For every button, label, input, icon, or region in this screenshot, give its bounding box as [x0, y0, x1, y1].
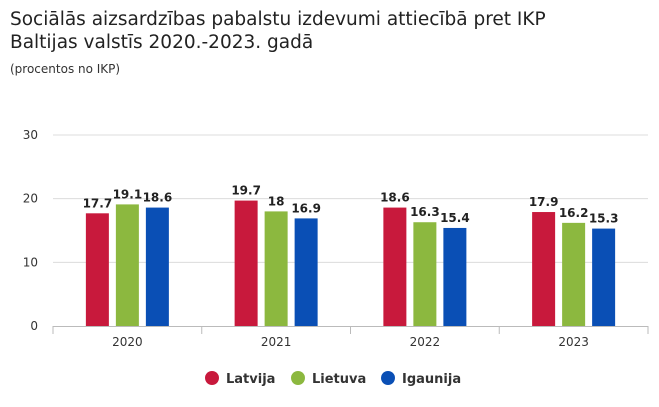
bar-igaunija-2022 [443, 227, 467, 326]
chart-subtitle: (procentos no IKP) [10, 62, 121, 76]
bar-igaunija-2021 [294, 218, 318, 326]
legend-marker-lietuva [291, 371, 305, 385]
bar-lietuva-2020 [115, 204, 139, 326]
bar-latvija-2023 [532, 212, 556, 326]
legend-marker-latvija [205, 371, 219, 385]
data-label: 15.3 [589, 212, 619, 226]
data-label: 18.6 [380, 191, 410, 205]
legend-marker-igaunija [381, 371, 395, 385]
y-tick-label: 10 [23, 255, 38, 269]
chart-title-line2: Baltijas valstīs 2020.-2023. gadā [10, 32, 314, 53]
data-label: 16.9 [291, 201, 321, 215]
y-tick-label: 20 [23, 192, 38, 206]
data-label: 19.1 [113, 187, 143, 201]
legend-label-latvija: Latvija [226, 372, 275, 387]
data-label: 18.6 [143, 191, 173, 205]
chart-title: Sociālās aizsardzības pabalstu izdevumi … [10, 8, 650, 54]
data-label: 15.4 [440, 211, 470, 225]
bar-lietuva-2022 [413, 222, 437, 326]
bar-latvija-2020 [85, 213, 109, 326]
x-tick-label: 2023 [558, 335, 589, 349]
data-label: 17.9 [529, 195, 559, 209]
bar-lietuva-2023 [562, 222, 586, 326]
bar-latvija-2022 [383, 207, 407, 326]
bar-igaunija-2023 [592, 228, 616, 326]
x-tick-label: 2021 [261, 335, 292, 349]
legend-label-igaunija: Igaunija [402, 372, 461, 387]
x-tick-label: 2020 [112, 335, 143, 349]
x-tick-label: 2022 [410, 335, 441, 349]
legend-label-lietuva: Lietuva [312, 372, 366, 387]
bar-latvija-2021 [234, 200, 258, 326]
y-tick-label: 0 [30, 319, 38, 333]
data-label: 18 [268, 194, 285, 208]
data-label: 16.2 [559, 206, 589, 220]
data-label: 17.7 [83, 196, 113, 210]
chart-title-line1: Sociālās aizsardzības pabalstu izdevumi … [10, 9, 546, 30]
y-tick-label: 30 [23, 128, 38, 142]
data-label: 19.7 [231, 184, 261, 198]
bar-igaunija-2020 [145, 207, 169, 326]
bar-lietuva-2021 [264, 211, 288, 326]
data-label: 16.3 [410, 205, 440, 219]
